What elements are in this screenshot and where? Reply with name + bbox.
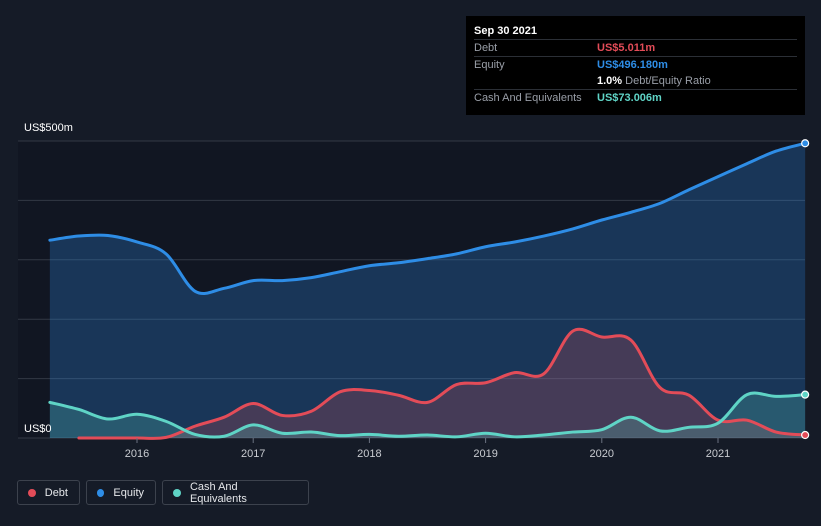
tooltip-ratio: 1.0% Debt/Equity Ratio	[597, 75, 711, 87]
y-axis-max-label: US$500m	[24, 122, 73, 134]
x-tick-label: 2021	[706, 448, 730, 460]
line-cash-and-equivalents	[48, 391, 807, 439]
tooltip-debt-label: Debt	[474, 42, 498, 54]
legend-cash-dot-icon	[173, 488, 181, 497]
tooltip-equity-label: Equity	[474, 59, 505, 71]
x-tick-label: 2018	[357, 448, 381, 460]
series-lines	[48, 141, 807, 440]
data-tooltip: Sep 30 2021 Debt US$5.011m Equity US$496…	[466, 16, 805, 115]
x-tick-label: 2017	[241, 448, 265, 460]
x-axis-ticks: 2016 2017 2018 2019 2020 2021	[125, 438, 730, 460]
legend-equity-dot-icon	[97, 488, 105, 497]
tooltip-cash-value: US$73.006m	[597, 92, 662, 104]
tooltip-equity-value: US$496.180m	[597, 59, 668, 71]
legend-debt-dot-icon	[28, 488, 36, 497]
legend-debt-label: Debt	[44, 486, 68, 499]
x-tick-label: 2020	[590, 448, 614, 460]
legend-item-equity[interactable]: Equity	[86, 480, 156, 505]
tooltip-row-cash: Cash And Equivalents US$73.006m	[474, 89, 797, 106]
x-tick-label: 2016	[125, 448, 149, 460]
tooltip-ratio-value: 1.0%	[597, 75, 623, 87]
tooltip-row-ratio: 1.0% Debt/Equity Ratio	[474, 73, 797, 89]
legend-item-debt[interactable]: Debt	[17, 480, 80, 505]
area-debt	[78, 329, 806, 439]
legend-cash-label: Cash And Equivalents	[189, 480, 247, 505]
tooltip-cash-label: Cash And Equivalents	[474, 92, 582, 104]
tooltip-debt-value: US$5.011m	[597, 42, 656, 54]
chart-legend: Debt Equity Cash And Equivalents	[17, 480, 309, 505]
tooltip-date: Sep 30 2021	[474, 25, 537, 37]
line-debt	[77, 327, 807, 440]
tooltip-row-debt: Debt US$5.011m	[474, 39, 797, 56]
marker-cash-and-equivalents	[801, 390, 810, 399]
tooltip-row-equity: Equity US$496.180m	[474, 56, 797, 73]
tooltip-ratio-label: Debt/Equity Ratio	[625, 75, 711, 87]
legend-equity-label: Equity	[113, 486, 144, 499]
series-end-markers	[801, 139, 810, 440]
legend-item-cash[interactable]: Cash And Equivalents	[162, 480, 309, 505]
x-tick-label: 2019	[473, 448, 497, 460]
plot-background	[18, 141, 805, 438]
marker-debt	[801, 430, 810, 440]
line-equity	[48, 141, 807, 295]
marker-equity	[801, 139, 810, 148]
y-axis-zero-label: US$0	[24, 423, 52, 435]
area-cash-and-equivalents	[49, 393, 806, 438]
